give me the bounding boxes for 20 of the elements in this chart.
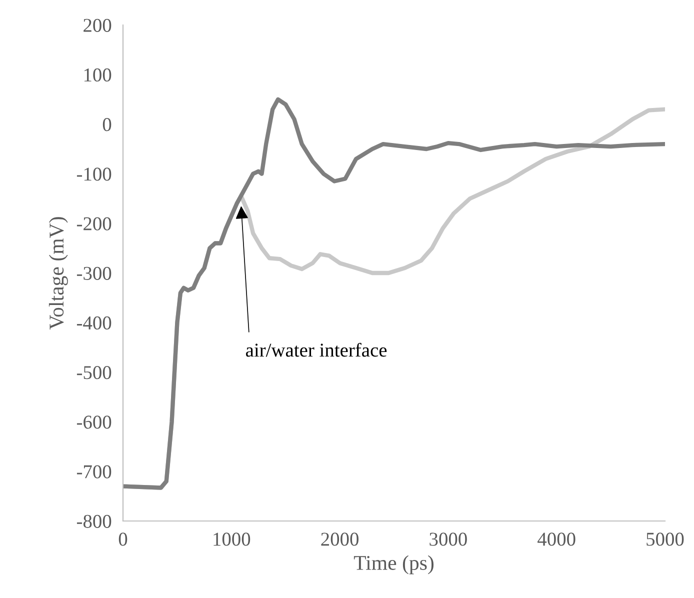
- y-tick-label: -800: [76, 514, 112, 528]
- x-tick-label: 2000: [321, 532, 359, 546]
- y-tick-label: -600: [76, 416, 112, 429]
- y-tick-label: 100: [84, 68, 112, 82]
- y-tick-label: 0: [102, 118, 112, 132]
- x-tick-label: 0: [118, 532, 128, 546]
- y-tick-label: -300: [76, 266, 112, 280]
- x-tick-label: 1000: [214, 532, 250, 546]
- y-axis-title: Voltage (mV): [48, 217, 68, 330]
- y-tick-label: -500: [76, 366, 112, 380]
- x-tick-label: 4000: [538, 532, 576, 546]
- x-tick-label: 3000: [430, 532, 467, 546]
- y-tick-label: -100: [76, 168, 112, 181]
- annotation: air/water interface: [246, 342, 387, 357]
- x-tick-label: 5000: [646, 532, 684, 546]
- y-tick-label: -700: [76, 465, 112, 478]
- y-tick-label: -400: [76, 316, 112, 330]
- x-axis-title: Time (ps): [354, 555, 434, 574]
- y-tick-label: 200: [84, 18, 112, 32]
- y-tick-label: -200: [76, 217, 112, 230]
